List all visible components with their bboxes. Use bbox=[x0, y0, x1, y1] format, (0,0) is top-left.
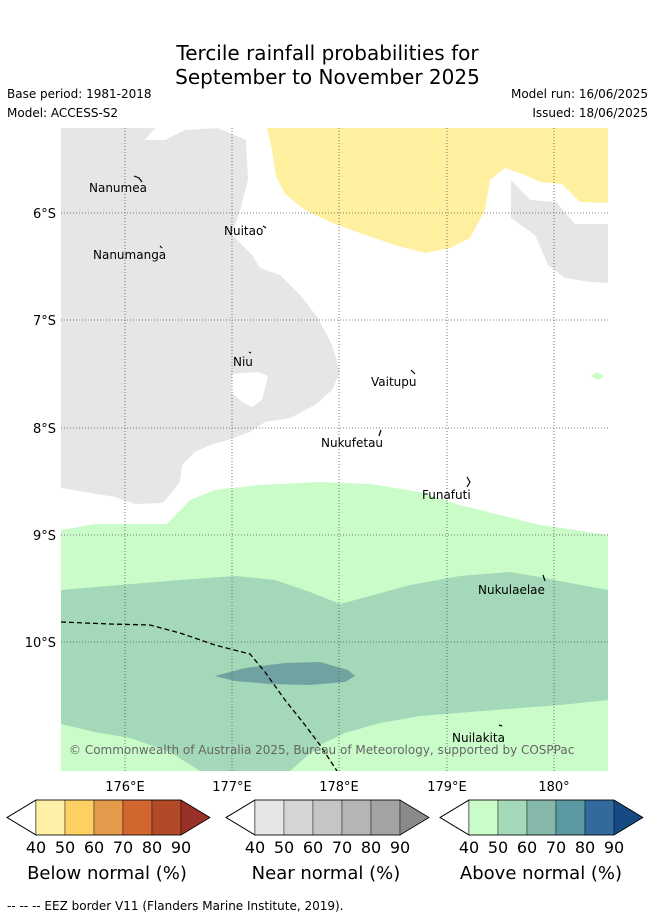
place-labels: Nanumea Nuitao Nanumanga Niu Vaitupu Nuk… bbox=[89, 181, 545, 745]
below-colorbar-min-arrow bbox=[6, 799, 37, 836]
below-colorbar-segment bbox=[122, 799, 153, 836]
colorbar-above-normal: 40 50 60 70 80 90 bbox=[439, 799, 644, 857]
near-colorbar-min-arrow bbox=[225, 799, 256, 836]
near-colorbar-segment bbox=[283, 799, 314, 836]
below-colorbar-segment bbox=[93, 799, 124, 836]
above-colorbar-min-arrow bbox=[439, 799, 470, 836]
below-colorbar-tick: 90 bbox=[171, 838, 191, 857]
lon-label: 180° bbox=[538, 780, 569, 795]
above-colorbar-tick: 80 bbox=[575, 838, 595, 857]
near-colorbar-segment bbox=[370, 799, 401, 836]
above-colorbar-segment bbox=[555, 799, 586, 836]
place-label-nukulaelae: Nukulaelae bbox=[478, 583, 545, 597]
map-title: Tercile rainfall probabilities for Septe… bbox=[0, 41, 655, 89]
above-colorbar-tick: 60 bbox=[517, 838, 537, 857]
longitude-labels: 176°E 177°E 178°E 179°E 180° bbox=[105, 780, 569, 795]
above-normal-island-blob bbox=[591, 372, 604, 380]
colorbar-near-normal: 40 50 60 70 80 90 bbox=[225, 799, 430, 857]
near-colorbar-tick: 90 bbox=[390, 838, 410, 857]
below-colorbar-tick: 70 bbox=[113, 838, 133, 857]
near-colorbar-segment bbox=[341, 799, 372, 836]
below-colorbar-segment bbox=[64, 799, 95, 836]
model-name: Model: ACCESS-S2 bbox=[7, 106, 119, 120]
below-colorbar-max-arrow bbox=[180, 799, 211, 836]
lon-label: 177°E bbox=[212, 780, 252, 795]
model-run: Model run: 16/06/2025 bbox=[510, 87, 648, 101]
copyright-notice: © Commonwealth of Australia 2025, Bureau… bbox=[69, 743, 574, 757]
near-colorbar-tick: 50 bbox=[274, 838, 294, 857]
near-colorbar-tick: 80 bbox=[361, 838, 381, 857]
above-colorbar-tick: 50 bbox=[488, 838, 508, 857]
above-colorbar-segment bbox=[497, 799, 528, 836]
near-colorbar-tick: 70 bbox=[332, 838, 352, 857]
lat-label: 10°S bbox=[25, 636, 56, 651]
lat-label: 7°S bbox=[33, 314, 56, 329]
above-colorbar-segment bbox=[584, 799, 615, 836]
near-colorbar-segment bbox=[254, 799, 285, 836]
below-colorbar-tick: 50 bbox=[55, 838, 75, 857]
above-colorbar-segment bbox=[468, 799, 499, 836]
near-normal-region-east bbox=[511, 180, 608, 283]
below-colorbar-tick: 40 bbox=[26, 838, 46, 857]
above-colorbar-tick: 70 bbox=[546, 838, 566, 857]
lon-label: 178°E bbox=[319, 780, 359, 795]
near-colorbar-segment bbox=[312, 799, 343, 836]
lat-label: 9°S bbox=[33, 529, 56, 544]
below-colorbar-tick: 80 bbox=[142, 838, 162, 857]
latitude-labels: 6°S 7°S 8°S 9°S 10°S bbox=[25, 207, 56, 651]
island-outlines bbox=[133, 175, 546, 727]
place-label-funafuti: Funafuti bbox=[422, 488, 471, 502]
colorbar-above-label: Above normal (%) bbox=[459, 863, 623, 884]
place-label-nanumea: Nanumea bbox=[89, 181, 147, 195]
above-colorbar-segment bbox=[526, 799, 557, 836]
place-label-nuilakita: Nuilakita bbox=[452, 731, 505, 745]
map-area: Nanumea Nuitao Nanumanga Niu Vaitupu Nuk… bbox=[61, 128, 608, 771]
near-colorbar-max-arrow bbox=[399, 799, 430, 836]
below-colorbar-tick: 60 bbox=[84, 838, 104, 857]
eez-border bbox=[61, 621, 338, 771]
lon-label: 179°E bbox=[427, 780, 467, 795]
near-colorbar-tick: 60 bbox=[303, 838, 323, 857]
place-label-nuitao: Nuitao bbox=[224, 224, 263, 238]
colorbar-near-label: Near normal (%) bbox=[251, 863, 401, 884]
above-colorbar-tick: 90 bbox=[604, 838, 624, 857]
near-colorbar-tick: 40 bbox=[245, 838, 265, 857]
colorbar-below-label: Below normal (%) bbox=[27, 863, 187, 884]
lat-label: 8°S bbox=[33, 422, 56, 437]
base-period: Base period: 1981-2018 bbox=[7, 87, 152, 101]
above-colorbar-outline bbox=[439, 799, 644, 836]
above-colorbar-max-arrow bbox=[613, 799, 644, 836]
title-line-2: September to November 2025 bbox=[175, 65, 480, 89]
place-label-vaitupu: Vaitupu bbox=[371, 375, 417, 389]
place-label-nukufetau: Nukufetau bbox=[321, 436, 383, 450]
lat-label: 6°S bbox=[33, 207, 56, 222]
above-colorbar-tick: 40 bbox=[459, 838, 479, 857]
place-label-nanumanga: Nanumanga bbox=[93, 248, 166, 262]
near-normal-region-west bbox=[61, 128, 340, 504]
eez-legend: -- -- -- EEZ border V11 (Flanders Marine… bbox=[7, 899, 344, 913]
below-colorbar-segment bbox=[35, 799, 66, 836]
below-normal-region bbox=[267, 128, 608, 253]
above-normal-region-60 bbox=[215, 662, 355, 685]
below-colorbar-segment bbox=[151, 799, 182, 836]
lon-label: 176°E bbox=[105, 780, 145, 795]
below-colorbar-outline bbox=[6, 799, 211, 836]
title-line-1: Tercile rainfall probabilities for bbox=[176, 41, 479, 65]
graticule bbox=[61, 128, 608, 771]
near-colorbar-outline bbox=[225, 799, 430, 836]
colorbar-below-normal: 40 50 60 70 80 90 bbox=[6, 799, 211, 857]
place-label-niu: Niu bbox=[233, 355, 253, 369]
issued-date: Issued: 18/06/2025 bbox=[532, 106, 648, 120]
